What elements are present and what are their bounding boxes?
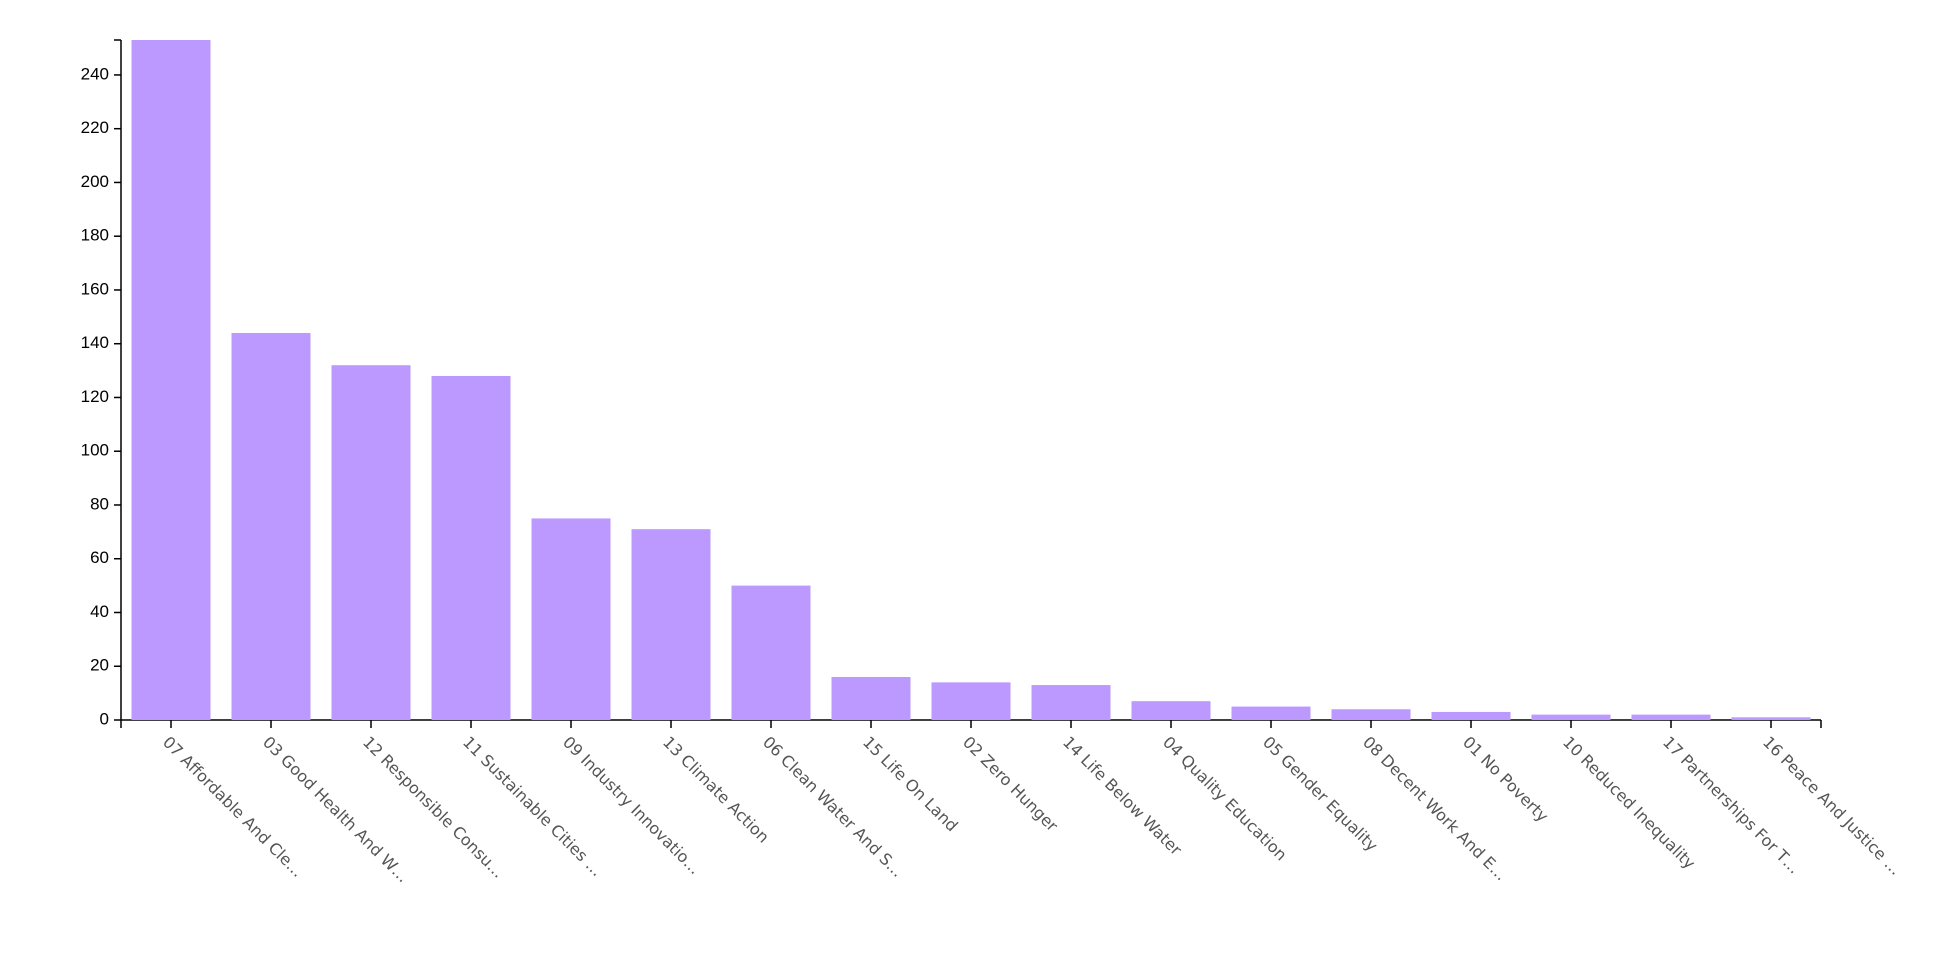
y-tick-label: 120: [81, 387, 109, 406]
y-tick-label: 80: [90, 494, 109, 513]
bar: [1731, 717, 1811, 720]
bar: [831, 676, 911, 720]
bar: [131, 40, 211, 720]
bar: [231, 332, 311, 720]
y-tick-label: 240: [81, 64, 109, 83]
bar: [1431, 711, 1511, 720]
bar: [931, 682, 1011, 720]
bar: [1031, 685, 1111, 720]
y-tick-label: 100: [81, 441, 109, 460]
bar: [1131, 701, 1211, 720]
y-tick-label: 180: [81, 226, 109, 245]
bar: [1231, 706, 1311, 720]
y-tick-label: 200: [81, 172, 109, 191]
bar: [731, 585, 811, 720]
bar: [631, 529, 711, 720]
bar: [531, 518, 611, 720]
x-tick-label: 13 Climate Action: [659, 733, 773, 847]
y-tick-label: 0: [100, 709, 109, 728]
bar: [431, 375, 511, 720]
y-tick-label: 220: [81, 118, 109, 137]
x-tick-label: 01 No Poverty: [1459, 733, 1552, 826]
y-tick-label: 160: [81, 279, 109, 298]
x-tick-label: 15 Life On Land: [859, 733, 962, 836]
y-tick-label: 60: [90, 548, 109, 567]
y-tick-label: 20: [90, 656, 109, 675]
bar: [1331, 709, 1411, 720]
bar: [1531, 714, 1611, 720]
bar: [1631, 714, 1711, 720]
y-tick-label: 140: [81, 333, 109, 352]
x-tick-label: 02 Zero Hunger: [959, 733, 1062, 836]
y-tick-label: 40: [90, 602, 109, 621]
bar: [331, 365, 411, 720]
